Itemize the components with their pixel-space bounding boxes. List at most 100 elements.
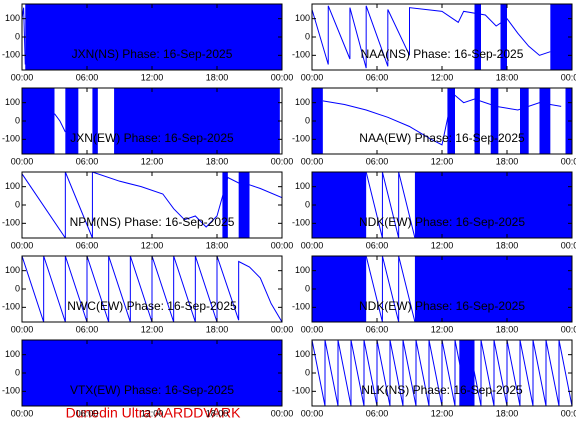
x-tick-label: 00:00 [561, 72, 576, 82]
x-tick-label: 12:00 [431, 72, 454, 82]
noise-band [474, 4, 481, 70]
phase-line [22, 256, 282, 322]
phase-line [22, 7, 26, 65]
noise-band [312, 88, 323, 154]
x-tick-label: 18:00 [206, 72, 229, 82]
x-tick-label: 00:00 [271, 324, 294, 334]
y-tick-label: -100 [292, 218, 310, 228]
x-tick-label: 18:00 [206, 324, 229, 334]
x-tick-label: 00:00 [11, 408, 34, 418]
x-tick-label: 06:00 [76, 72, 99, 82]
caption: Dunedin Ultra AARDDVARK [66, 405, 241, 421]
y-tick-label: 100 [295, 97, 310, 107]
y-tick-label: -100 [292, 302, 310, 312]
y-tick-label: 100 [5, 265, 20, 275]
x-tick-label: 06:00 [366, 240, 389, 250]
x-tick-label: 12:00 [141, 72, 164, 82]
chart-title: NDK(EW) Phase: 16-Sep-2025 [359, 299, 525, 313]
y-tick-label: 100 [295, 349, 310, 359]
y-tick-label: 0 [305, 367, 310, 377]
x-tick-label: 18:00 [496, 240, 519, 250]
chart-title: NWC(EW) Phase: 16-Sep-2025 [67, 299, 237, 313]
x-tick-label: 00:00 [561, 324, 576, 334]
x-tick-label: 18:00 [496, 156, 519, 166]
y-tick-label: 100 [5, 349, 20, 359]
noise-band [414, 172, 572, 238]
x-tick-label: 12:00 [141, 408, 164, 418]
noise-band [65, 88, 79, 154]
y-tick-label: 0 [305, 115, 310, 125]
plot [22, 256, 282, 322]
phase-line [322, 92, 562, 146]
x-tick-label: 06:00 [366, 408, 389, 418]
x-tick-label: 00:00 [11, 72, 34, 82]
y-tick-label: 0 [15, 283, 20, 293]
x-tick-label: 00:00 [271, 408, 294, 418]
chart-title: NDK(EW) Phase: 16-Sep-2025 [359, 215, 525, 229]
x-tick-label: 06:00 [366, 156, 389, 166]
x-tick-label: 06:00 [76, 324, 99, 334]
noise-band [474, 88, 480, 154]
x-tick-label: 12:00 [431, 324, 454, 334]
y-tick-label: -100 [2, 386, 20, 396]
plot [22, 4, 282, 70]
y-tick-label: 100 [295, 265, 310, 275]
y-tick-label: 0 [15, 367, 20, 377]
x-tick-label: 00:00 [301, 408, 324, 418]
plot [312, 340, 572, 406]
plot [22, 88, 280, 154]
x-tick-label: 06:00 [366, 72, 389, 82]
x-tick-label: 00:00 [301, 324, 324, 334]
plot [22, 340, 282, 406]
x-tick-label: 18:00 [206, 408, 229, 418]
y-tick-label: -100 [292, 134, 310, 144]
y-tick-label: 0 [15, 115, 20, 125]
y-tick-label: 0 [305, 31, 310, 41]
y-tick-label: -100 [2, 218, 20, 228]
x-tick-label: 18:00 [206, 240, 229, 250]
x-tick-label: 00:00 [11, 324, 34, 334]
x-tick-label: 18:00 [496, 72, 519, 82]
chart-title: NLK(NS) Phase: 16-Sep-2025 [361, 383, 523, 397]
x-tick-label: 18:00 [206, 156, 229, 166]
phase-line [312, 340, 572, 406]
y-tick-label: -100 [2, 302, 20, 312]
y-tick-label: 0 [305, 283, 310, 293]
y-tick-label: -100 [292, 386, 310, 396]
noise-band [114, 88, 280, 154]
phase-line [312, 5, 551, 69]
noise-band [312, 256, 367, 322]
x-tick-label: 00:00 [271, 156, 294, 166]
x-tick-label: 00:00 [271, 72, 294, 82]
chart-title: JXN(EW) Phase: 16-Sep-2025 [70, 131, 234, 145]
y-tick-label: 100 [5, 181, 20, 191]
chart-title: NPM(NS) Phase: 16-Sep-2025 [70, 215, 235, 229]
x-tick-label: 18:00 [496, 324, 519, 334]
x-tick-label: 00:00 [301, 72, 324, 82]
noise-band [414, 256, 572, 322]
y-tick-label: 100 [295, 181, 310, 191]
x-tick-label: 12:00 [141, 156, 164, 166]
x-tick-label: 00:00 [561, 240, 576, 250]
chart-title: VTX(EW) Phase: 16-Sep-2025 [70, 383, 234, 397]
chart-title: JXN(NS) Phase: 16-Sep-2025 [72, 47, 233, 61]
noise-band [490, 88, 499, 154]
y-tick-label: -100 [2, 134, 20, 144]
noise-band [22, 88, 55, 154]
chart-title: NAA(NS) Phase: 16-Sep-2025 [361, 47, 524, 61]
y-tick-label: 100 [5, 13, 20, 23]
noise-band [459, 340, 475, 406]
x-tick-label: 12:00 [141, 240, 164, 250]
plot [312, 172, 572, 238]
chart-title: NAA(EW) Phase: 16-Sep-2025 [359, 131, 525, 145]
noise-band [500, 4, 507, 70]
noise-band [312, 172, 367, 238]
y-tick-label: 0 [15, 199, 20, 209]
x-tick-label: 06:00 [366, 324, 389, 334]
y-tick-label: 100 [5, 97, 20, 107]
x-tick-label: 00:00 [301, 156, 324, 166]
y-tick-label: -100 [2, 50, 20, 60]
noise-band [25, 4, 282, 70]
